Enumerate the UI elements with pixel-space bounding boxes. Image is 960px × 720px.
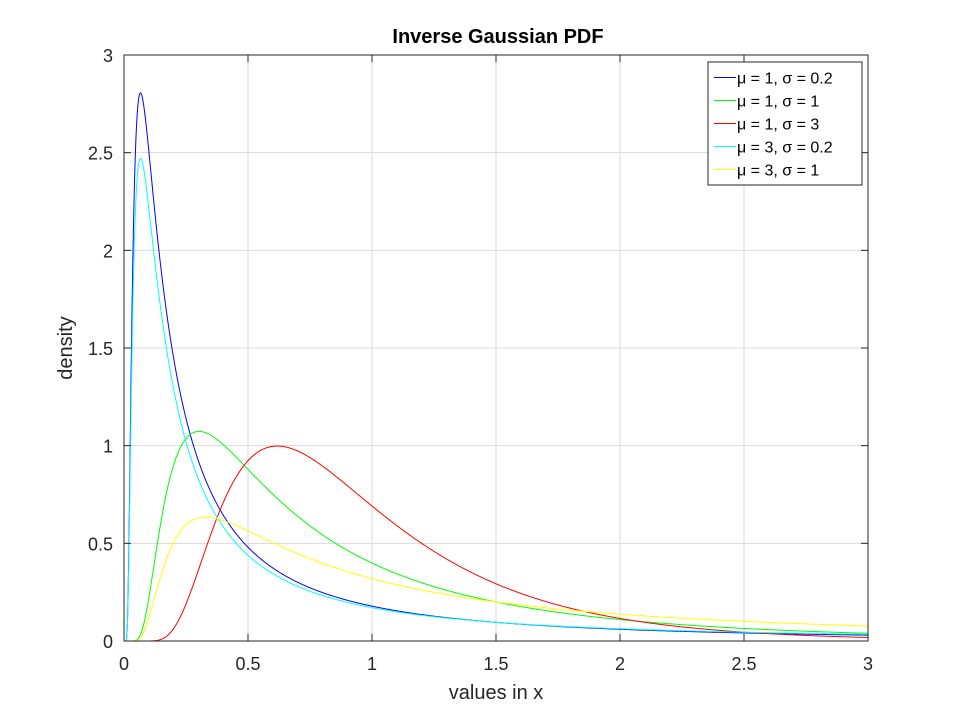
y-tick-label: 2.5 bbox=[88, 144, 113, 164]
ticks-layer: 0 0.5 1 1.5 2 2.5 3 0 0.5 1 1.5 2 2.5 3 bbox=[88, 46, 873, 674]
y-tick-label: 0.5 bbox=[88, 534, 113, 554]
legend-label-5: μ = 3, σ = 1 bbox=[737, 163, 819, 180]
y-tick-label: 0 bbox=[103, 632, 113, 652]
x-tick-label: 1.5 bbox=[483, 654, 508, 674]
series-line-5 bbox=[124, 516, 868, 642]
legend-label-1: μ = 1, σ = 0.2 bbox=[737, 71, 833, 88]
y-axis-label: density bbox=[55, 316, 77, 379]
legend-label-4: μ = 3, σ = 0.2 bbox=[737, 140, 833, 157]
legend-label-3: μ = 1, σ = 3 bbox=[737, 117, 819, 134]
x-tick-label: 0 bbox=[119, 654, 129, 674]
x-tick-label: 3 bbox=[863, 654, 873, 674]
x-tick-label: 0.5 bbox=[235, 654, 260, 674]
legend: μ = 1, σ = 0.2 μ = 1, σ = 1 μ = 1, σ = 3 μ … bbox=[707, 61, 863, 186]
y-tick-label: 3 bbox=[103, 46, 113, 66]
y-tick-label: 1 bbox=[103, 437, 113, 457]
x-tick-label: 1 bbox=[367, 654, 377, 674]
legend-label-2: μ = 1, σ = 1 bbox=[737, 94, 819, 111]
series-line-4 bbox=[124, 157, 868, 642]
x-axis-label: values in x bbox=[449, 682, 544, 704]
chart-title: Inverse Gaussian PDF bbox=[392, 26, 603, 48]
y-tick-label: 1.5 bbox=[88, 339, 113, 359]
y-tick-label: 2 bbox=[103, 241, 113, 261]
x-tick-label: 2.5 bbox=[731, 654, 756, 674]
series-layer bbox=[124, 92, 869, 642]
x-tick-label: 2 bbox=[615, 654, 625, 674]
